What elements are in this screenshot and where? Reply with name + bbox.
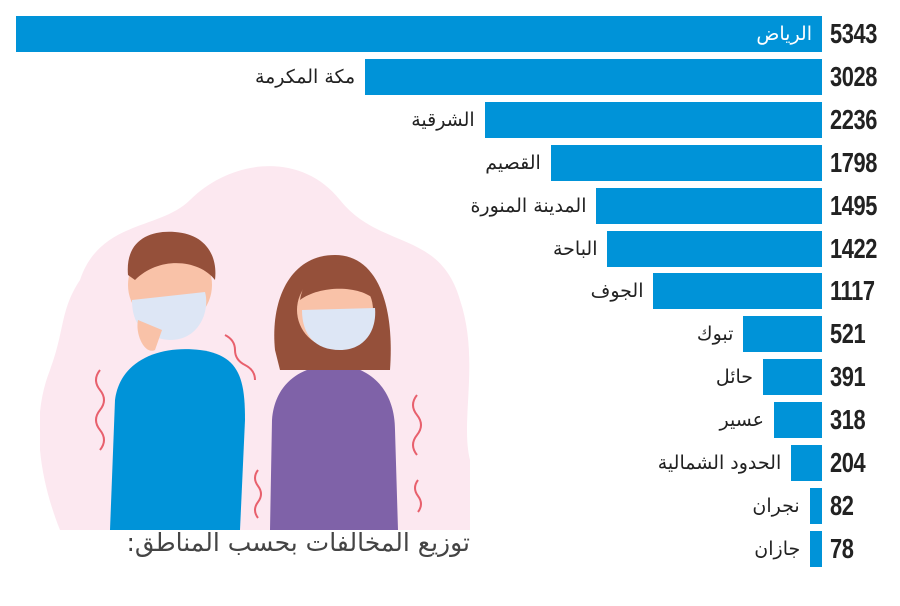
value-label: 1422	[830, 232, 878, 264]
category-label: القصيم	[485, 151, 541, 174]
illustration-masked-people	[40, 166, 470, 530]
bar	[484, 101, 822, 138]
bar	[365, 58, 822, 95]
bar	[774, 402, 822, 439]
category-label: الباحة	[552, 237, 598, 260]
bar	[743, 316, 822, 353]
bar	[809, 487, 822, 524]
value-label: 3028	[830, 60, 878, 92]
category-label: المدينة المنورة	[470, 194, 587, 217]
category-label: نجران	[752, 494, 800, 517]
category-label: الشرقية	[411, 108, 475, 131]
bar	[596, 187, 822, 224]
value-label: 204	[830, 447, 866, 478]
bar	[791, 445, 822, 481]
bar	[810, 530, 822, 567]
value-label: 78	[830, 532, 854, 564]
bar	[16, 16, 822, 52]
value-label: 5343	[830, 18, 878, 49]
chart-title: توزيع المخالفات بحسب المناطق:	[126, 528, 470, 557]
bar	[607, 230, 822, 267]
category-label: الحدود الشمالية	[657, 452, 782, 474]
category-label: عسير	[719, 409, 765, 432]
value-label: 1798	[830, 146, 878, 178]
bar	[550, 144, 822, 181]
bar	[763, 359, 822, 396]
category-label: الجوف	[590, 280, 644, 303]
value-label: 1495	[830, 189, 878, 221]
value-label: 318	[830, 404, 866, 436]
category-label: مكة المكرمة	[254, 65, 356, 88]
category-label: تبوك	[696, 323, 734, 346]
value-label: 82	[830, 489, 854, 521]
category-label: حائل	[715, 366, 754, 389]
category-label: جازان	[754, 537, 801, 560]
value-label: 521	[830, 318, 866, 350]
value-label: 1117	[830, 275, 875, 307]
value-label: 2236	[830, 103, 878, 135]
category-label: الرياض	[756, 23, 812, 45]
bar	[653, 273, 822, 310]
value-label: 391	[830, 361, 866, 393]
